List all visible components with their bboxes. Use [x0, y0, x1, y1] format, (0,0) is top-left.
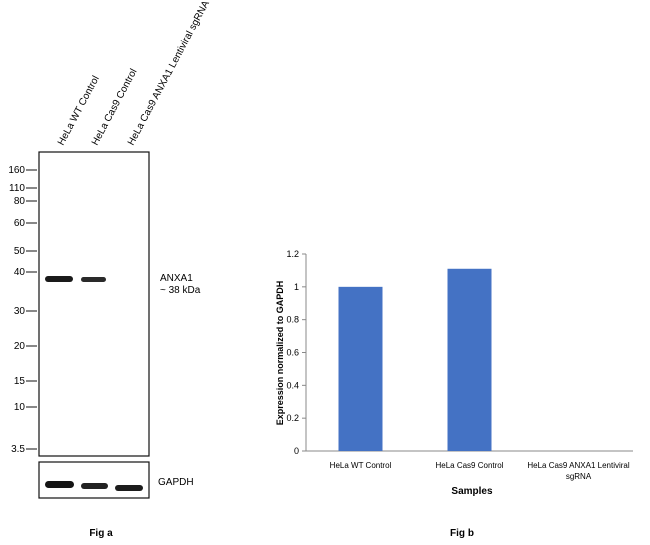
- y-tick-label: 0.4: [286, 380, 299, 390]
- target-size-label: ~ 38 kDa: [160, 285, 201, 296]
- mw-label: 20: [14, 341, 26, 352]
- blot-main-frame: [38, 151, 150, 457]
- y-tick-label: 1.2: [286, 249, 299, 259]
- y-tick-label: 0.6: [286, 348, 299, 358]
- x-category-label: HeLa Cas9 Control: [435, 461, 503, 470]
- mw-label: 15: [14, 376, 26, 387]
- bars: [338, 268, 492, 451]
- target-label: ANXA1: [160, 273, 193, 284]
- x-category-label: HeLa Cas9 ANXA1 Lentiviral: [527, 461, 630, 470]
- mw-markers: 160 110 80 60 50 40 30 20 15 10 3.5: [8, 165, 37, 455]
- x-axis-categories: HeLa WT Control HeLa Cas9 Control HeLa Cas…: [330, 461, 630, 481]
- mw-label: 80: [14, 196, 26, 207]
- mw-label: 10: [14, 402, 26, 413]
- bar-chart-panel: Expression normalized to GAPDH 0 0.2 0.4 0.…: [275, 249, 633, 539]
- mw-label: 60: [14, 218, 26, 229]
- y-tick-label: 0.2: [286, 413, 299, 423]
- western-blot-panel: HeLa WT Control HeLa Cas9 Control HeLa C…: [8, 0, 212, 539]
- band-anxa1-lane2: [81, 277, 106, 282]
- mw-label: 30: [14, 306, 26, 317]
- mw-label: 40: [14, 267, 26, 278]
- bar-1: [447, 268, 492, 451]
- blot-gapdh-frame: [38, 461, 150, 499]
- mw-label: 3.5: [11, 444, 25, 455]
- y-tick-label: 0.8: [286, 315, 299, 325]
- caption-fig-b: Fig b: [450, 528, 474, 539]
- mw-label: 110: [9, 183, 25, 194]
- band-anxa1-lane1: [45, 276, 73, 282]
- mw-label: 160: [8, 165, 25, 176]
- x-axis-label: Samples: [451, 486, 493, 497]
- y-axis-label: Expression normalized to GAPDH: [275, 281, 285, 426]
- y-tick-label: 1: [294, 282, 299, 292]
- mw-label: 50: [14, 246, 26, 257]
- caption-fig-a: Fig a: [89, 528, 113, 539]
- bar-0: [338, 286, 383, 451]
- band-gapdh-lane2: [81, 483, 108, 489]
- lane-label-sgrna: HeLa Cas9 ANXA1 Lentiviral sgRNA: [126, 0, 212, 147]
- band-gapdh-lane1: [45, 481, 74, 488]
- x-category-label-line2: sgRNA: [566, 472, 592, 481]
- x-category-label: HeLa WT Control: [330, 461, 392, 470]
- y-tick-label: 0: [294, 446, 299, 456]
- y-axis-ticks: 0 0.2 0.4 0.6 0.8 1 1.2: [286, 249, 306, 456]
- loading-control-label: GAPDH: [158, 477, 194, 488]
- band-gapdh-lane3: [115, 485, 143, 491]
